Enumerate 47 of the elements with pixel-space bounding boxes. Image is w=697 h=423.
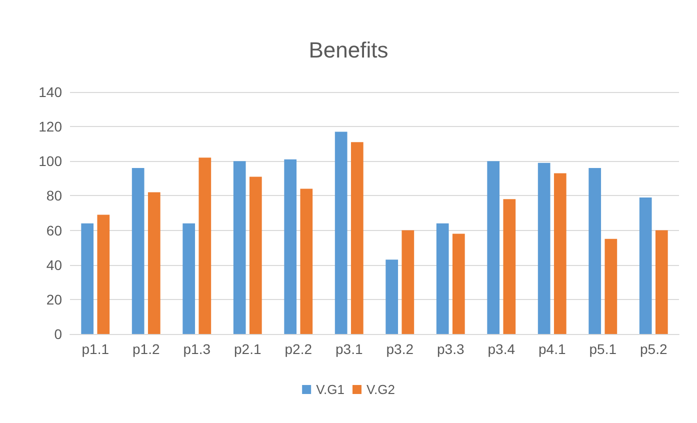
y-tick-label: 20 <box>46 291 62 308</box>
bar <box>639 197 652 334</box>
bar <box>350 142 364 334</box>
bar <box>436 223 449 334</box>
x-tick-label: p3.1 <box>336 341 363 357</box>
y-tick-label: 100 <box>38 153 62 170</box>
bar <box>452 234 465 334</box>
bar <box>334 132 348 334</box>
y-tick-label: 80 <box>46 188 62 204</box>
x-tick-label: p3.3 <box>437 341 464 357</box>
x-tick-label: p1.2 <box>132 341 160 357</box>
bar <box>402 230 414 334</box>
bar <box>81 223 94 334</box>
bar <box>198 158 212 334</box>
bar <box>182 223 196 334</box>
bar <box>233 161 246 334</box>
bar <box>284 159 297 334</box>
bar <box>132 168 144 334</box>
x-tick-label: p4.1 <box>538 341 566 357</box>
bar <box>487 161 500 334</box>
bar <box>249 176 262 334</box>
y-tick-label: 40 <box>46 256 62 273</box>
bar <box>655 230 668 334</box>
bar <box>148 192 160 334</box>
y-tick-label: 140 <box>38 84 62 100</box>
x-tick-label: p1.3 <box>183 341 211 357</box>
legend-label: V.G1 <box>316 382 345 397</box>
chart-title: Benefits <box>308 38 388 62</box>
x-tick-label: p3.4 <box>488 341 516 357</box>
x-tick-label: p5.1 <box>589 341 617 357</box>
bar <box>97 214 110 334</box>
bar <box>300 188 313 334</box>
y-tick-label: 0 <box>54 326 62 342</box>
x-tick-label: p2.1 <box>234 341 262 357</box>
x-tick-label: p3.2 <box>386 341 414 357</box>
bar <box>604 238 618 334</box>
bar <box>386 260 398 334</box>
legend-label: V.G2 <box>366 382 395 397</box>
y-tick-label: 60 <box>46 222 62 238</box>
x-tick-label: p5.2 <box>640 341 668 357</box>
y-tick-label: 120 <box>38 118 62 135</box>
bar <box>538 162 550 334</box>
bar <box>554 173 566 334</box>
bar <box>503 199 516 334</box>
x-tick-label: p1.1 <box>82 341 110 357</box>
bar <box>588 168 602 334</box>
x-tick-label: p2.2 <box>284 341 312 357</box>
